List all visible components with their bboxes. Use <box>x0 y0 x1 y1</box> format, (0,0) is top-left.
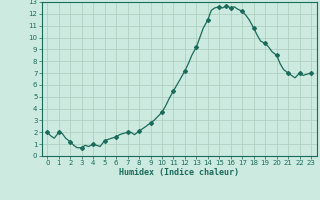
X-axis label: Humidex (Indice chaleur): Humidex (Indice chaleur) <box>119 168 239 177</box>
